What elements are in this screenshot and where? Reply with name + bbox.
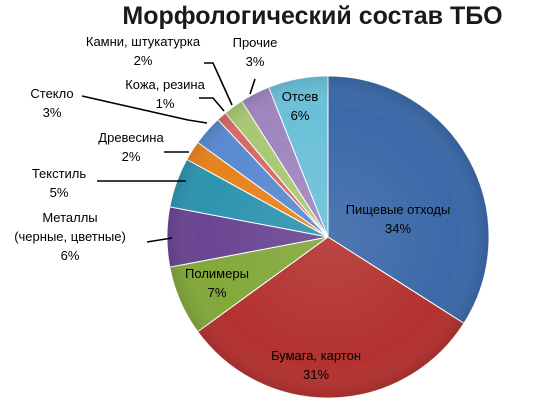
slice-name-label: Стекло — [30, 86, 73, 101]
slice-name-label: Полимеры — [185, 266, 249, 281]
slice-value-label: 7% — [208, 285, 227, 300]
slice-value-label: 34% — [385, 221, 411, 236]
slice-name-label: Прочие — [233, 35, 278, 50]
slice-label: Кожа, резина 1% — [125, 77, 205, 111]
slice-name-label: Металлы — [42, 210, 97, 225]
leader-line — [146, 237, 173, 243]
slice-value-label: 31% — [303, 367, 329, 382]
slice-label: Камни, штукатурка 2% — [86, 34, 201, 68]
slice-name-label: Пищевые отходы — [346, 202, 451, 217]
leader-line — [204, 62, 233, 106]
leader-lines — [81, 62, 256, 243]
slice-value-label: 1% — [156, 96, 175, 111]
slice-label: Бумага, картон 31% — [271, 348, 361, 382]
slice-value-label: 5% — [50, 185, 69, 200]
slice-name-label: Текстиль — [32, 166, 87, 181]
slice-name-label: Кожа, резина — [125, 77, 205, 92]
leader-line — [249, 78, 256, 95]
slice-label: Полимеры 7% — [185, 266, 249, 300]
slice-name-label: (черные, цветные) — [14, 229, 126, 244]
slice-label: Прочие 3% — [233, 35, 278, 69]
chart-title: Морфологический состав ТБО — [122, 2, 503, 30]
slice-label: Стекло 3% — [30, 86, 73, 120]
slice-value-label: 3% — [246, 54, 265, 69]
leader-line — [199, 97, 225, 112]
slice-value-label: 3% — [43, 105, 62, 120]
slice-name-label: Древесина — [98, 130, 164, 145]
slice-label: Металлы (черные, цветные) 6% — [14, 210, 126, 263]
slice-name-label: Бумага, картон — [271, 348, 361, 363]
slice-label: Отсев 6% — [282, 89, 319, 123]
slice-value-label: 6% — [61, 248, 80, 263]
leader-line — [81, 95, 208, 124]
slice-label: Текстиль 5% — [32, 166, 87, 200]
slice-value-label: 2% — [134, 53, 153, 68]
slice-label: Древесина 2% — [98, 130, 164, 164]
slice-name-label: Камни, штукатурка — [86, 34, 201, 49]
slice-name-label: Отсев — [282, 89, 319, 104]
slice-value-label: 2% — [122, 149, 141, 164]
slice-labels: Пищевые отходы 34% Бумага, картон 31% Полиме… — [14, 34, 450, 382]
slice-label: Пищевые отходы 34% — [346, 202, 451, 236]
slice-value-label: 6% — [291, 108, 310, 123]
